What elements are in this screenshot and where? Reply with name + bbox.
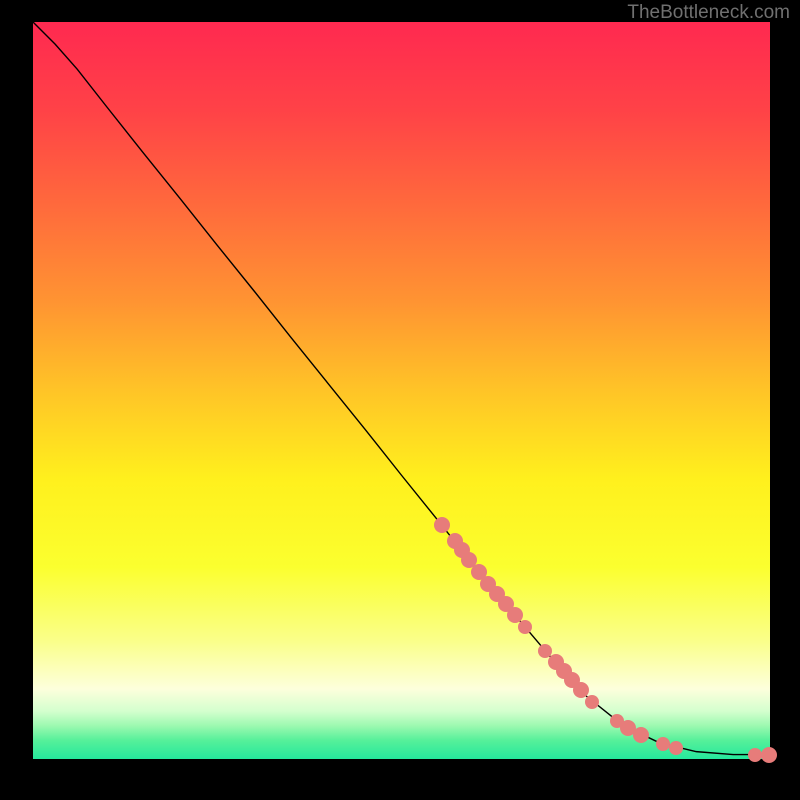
attribution-text: TheBottleneck.com	[627, 2, 790, 24]
data-point-marker	[748, 748, 762, 762]
data-point-marker	[761, 747, 777, 763]
data-point-marker	[585, 695, 599, 709]
data-point-marker	[633, 727, 649, 743]
image-root: TheBottleneck.com	[0, 0, 800, 800]
plot-svg	[33, 22, 770, 759]
plot-area	[33, 22, 770, 759]
plot-background	[33, 22, 770, 759]
data-point-marker	[518, 620, 532, 634]
data-point-marker	[669, 741, 683, 755]
data-point-marker	[434, 517, 450, 533]
